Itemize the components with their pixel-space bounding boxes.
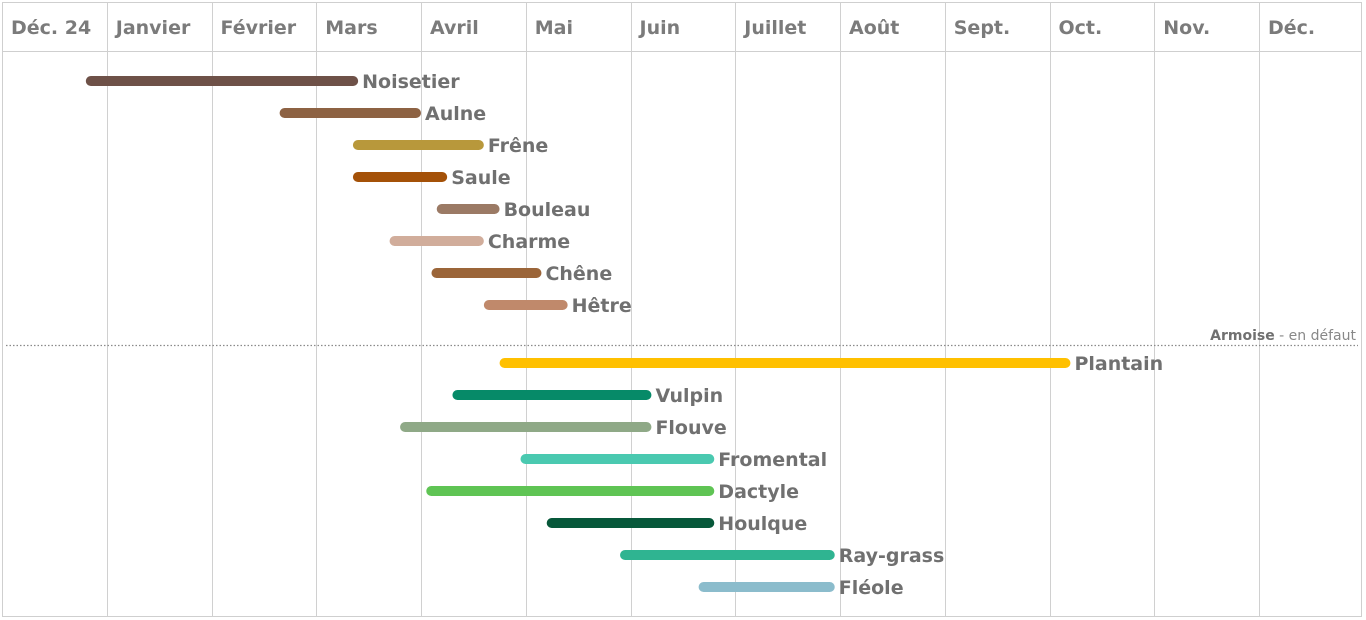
pollen-label: Ray-grass (839, 545, 945, 567)
month-label: Nov. (1163, 17, 1210, 39)
pollen-label: Plantain (1074, 353, 1163, 375)
pollen-label: Fromental (718, 449, 827, 471)
pollen-label: Vulpin (655, 385, 723, 407)
month-label: Avril (430, 17, 479, 39)
pollen-label: Saule (451, 167, 510, 189)
pollen-label: Noisetier (362, 71, 460, 93)
month-label: Février (221, 17, 297, 39)
month-label: Déc. (1268, 17, 1315, 39)
pollen-label: Hêtre (572, 295, 632, 317)
pollen-label: Frêne (488, 135, 548, 157)
month-label: Oct. (1059, 17, 1103, 39)
pollen-label: Bouleau (504, 199, 591, 221)
month-label: Mars (325, 17, 377, 39)
month-label: Juin (638, 17, 681, 39)
note-rest: - en défaut (1275, 328, 1357, 344)
month-label: Mai (535, 17, 573, 39)
month-label: Sept. (954, 17, 1010, 39)
pollen-label: Chêne (545, 263, 612, 285)
month-label: Déc. 24 (11, 17, 91, 39)
pollen-label: Flouve (655, 417, 726, 439)
pollen-label: Charme (488, 231, 570, 253)
month-label: Août (849, 17, 899, 39)
month-label: Janvier (114, 17, 191, 39)
pollen-label: Fléole (839, 577, 904, 599)
note-strong: Armoise (1210, 328, 1275, 344)
month-label: Juillet (742, 17, 806, 39)
pollen-label: Houlque (718, 513, 807, 535)
pollen-label: Dactyle (718, 481, 799, 503)
separator-note: Armoise - en défaut (1210, 328, 1356, 344)
pollen-label: Aulne (425, 103, 486, 125)
